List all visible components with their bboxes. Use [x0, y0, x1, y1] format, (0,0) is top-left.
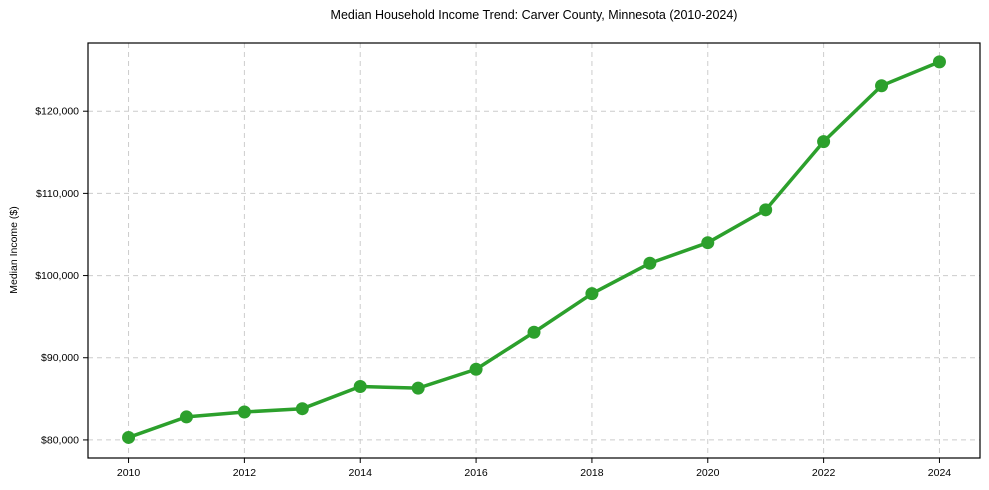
x-tick-label: 2020 — [696, 467, 720, 479]
data-point-2015 — [411, 381, 425, 395]
data-point-2013 — [295, 402, 309, 416]
y-tick-label: $100,000 — [35, 270, 79, 282]
x-tick-label: 2022 — [812, 467, 836, 479]
data-point-2021 — [759, 203, 773, 217]
y-tick-label: $80,000 — [41, 434, 79, 446]
x-tick-label: 2014 — [349, 467, 373, 479]
x-tick-label: 2024 — [928, 467, 952, 479]
chart-title: Median Household Income Trend: Carver Co… — [330, 8, 738, 22]
x-tick-label: 2016 — [464, 467, 488, 479]
data-point-2012 — [237, 405, 251, 419]
plot-frame — [87, 42, 981, 459]
data-point-2010 — [122, 430, 136, 444]
data-point-2018 — [585, 287, 599, 301]
data-point-2024 — [932, 55, 946, 69]
x-tick-label: 2010 — [117, 467, 141, 479]
data-point-2019 — [643, 256, 657, 270]
y-tick-label: $110,000 — [36, 188, 79, 200]
y-tick-label: $90,000 — [41, 352, 79, 364]
data-point-2017 — [527, 325, 541, 339]
data-point-2014 — [353, 380, 367, 394]
data-point-2022 — [817, 135, 831, 149]
data-point-2011 — [179, 410, 193, 424]
trend-line — [126, 60, 942, 440]
x-tick-label: 2018 — [580, 467, 604, 479]
data-point-2023 — [875, 79, 889, 93]
x-tick-label: 2012 — [233, 467, 257, 479]
y-tick-label: $120,000 — [35, 106, 79, 118]
data-point-2020 — [701, 236, 715, 250]
data-point-2016 — [469, 362, 483, 376]
